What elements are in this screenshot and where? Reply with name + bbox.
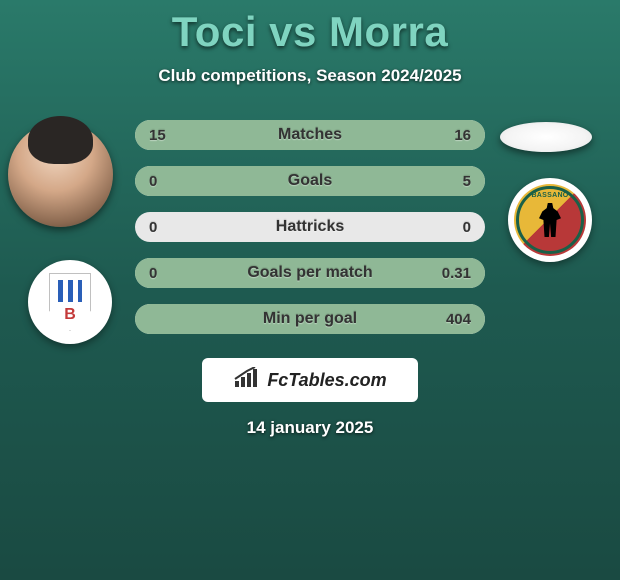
stats-container: 15 Matches 16 0 Goals 5 0 Hattricks 0 0 Goals per … [135,120,485,334]
stat-row: 0 Goals 5 [135,166,485,196]
page-title: Toci vs Morra [0,0,620,56]
stat-label: Min per goal [263,310,357,328]
stat-right-value: 0 [463,219,471,236]
stat-right-value: 16 [454,127,471,144]
club-right-badge: BASSANO [508,178,592,262]
chart-icon [233,367,261,394]
club-right-inner-icon: BASSANO [514,184,586,256]
stat-row: 0 Hattricks 0 [135,212,485,242]
subtitle: Club competitions, Season 2024/2025 [0,66,620,86]
stat-right-value: 5 [463,173,471,190]
fctables-badge: FcTables.com [202,358,418,402]
stat-label: Hattricks [276,218,344,236]
player-left-avatar [8,122,113,227]
stat-label: Goals [288,172,332,190]
club-left-badge [28,260,112,344]
stat-left-value: 15 [149,127,166,144]
stat-row: 0 Goals per match 0.31 [135,258,485,288]
club-left-shield-icon [49,273,91,331]
stat-row: 15 Matches 16 [135,120,485,150]
stat-right-value: 0.31 [442,265,471,282]
player-right-avatar [500,122,592,152]
stat-label: Matches [278,126,342,144]
stat-left-value: 0 [149,265,157,282]
stat-left-value: 0 [149,173,157,190]
stat-label: Goals per match [247,264,372,282]
stat-left-value: 0 [149,219,157,236]
fctables-label: FcTables.com [267,370,386,391]
date-text: 14 january 2025 [0,418,620,438]
club-right-text: BASSANO [514,192,586,199]
stat-right-value: 404 [446,311,471,328]
stat-row: Min per goal 404 [135,304,485,334]
club-right-figure-icon [539,203,561,237]
